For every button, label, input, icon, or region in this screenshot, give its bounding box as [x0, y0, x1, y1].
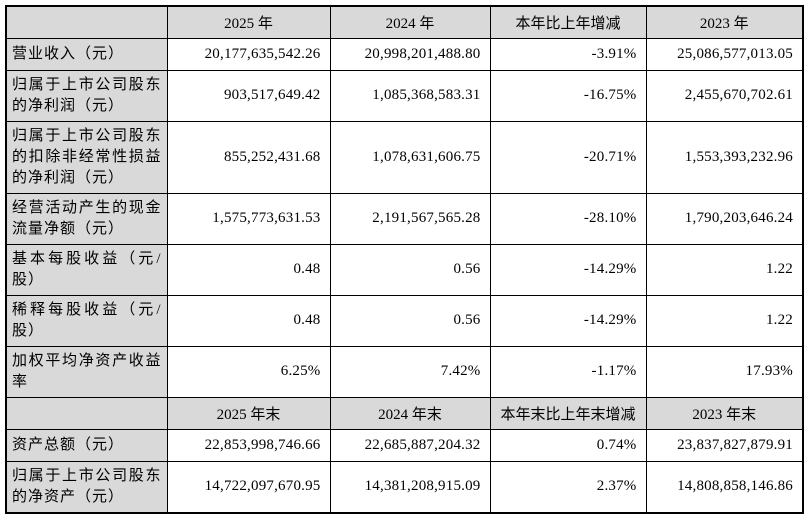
value-cell: 0.56: [329, 294, 491, 347]
value-cell: 0.74%: [489, 428, 647, 462]
table-row: 资产总额（元） 22,853,998,746.66 22,685,887,204.3…: [5, 428, 804, 462]
value-cell: -1.17%: [489, 345, 647, 398]
column-header-cell: 本年比上年增减: [489, 5, 647, 39]
financial-table-body: 2025 年 2024 年本年比上年增减 2023 年营业收入（元） 20,177,6…: [5, 5, 804, 513]
column-header-cell: 2025 年: [166, 5, 331, 39]
value-cell: 1,575,773,631.53: [166, 192, 331, 245]
value-cell: -16.75%: [489, 69, 647, 122]
value-cell: -14.29%: [489, 294, 647, 347]
document-page: 2025 年 2024 年本年比上年增减 2023 年营业收入（元） 20,177,6…: [5, 5, 804, 514]
value-cell: 1,790,203,646.24: [645, 192, 804, 245]
value-cell: -3.91%: [489, 37, 647, 71]
value-cell: 23,837,827,879.91: [645, 428, 804, 462]
value-cell: 17.93%: [645, 345, 804, 398]
value-cell: 7.42%: [329, 345, 491, 398]
column-header-cell: 2025 年末: [166, 396, 331, 430]
value-cell: -14.29%: [489, 243, 647, 296]
value-cell: 6.25%: [166, 345, 331, 398]
column-header-cell: 本年末比上年末增减: [489, 396, 647, 430]
column-header-cell: 2024 年: [329, 5, 491, 39]
value-cell: -20.71%: [489, 120, 647, 194]
value-cell: -28.10%: [489, 192, 647, 245]
corner-header-cell: [5, 396, 168, 430]
value-cell: 1.22: [645, 243, 804, 296]
table-row: 归属于上市公司股东的净利润（元） 903,517,649.42 1,085,368,…: [5, 69, 804, 122]
value-cell: 1.22: [645, 294, 804, 347]
table-row: 加权平均净资产收益率 6.25% 7.42% -1.17% 17.93%: [5, 345, 804, 398]
value-cell: 2,455,670,702.61: [645, 69, 804, 122]
value-cell: 2,191,567,565.28: [329, 192, 491, 245]
column-header-cell: 2024 年末: [329, 396, 491, 430]
value-cell: 0.48: [166, 243, 331, 296]
value-cell: 22,853,998,746.66: [166, 428, 331, 462]
row-label-cell: 归属于上市公司股东的扣除非经常性损益的净利润（元）: [5, 120, 168, 194]
table-row: 归属于上市公司股东的扣除非经常性损益的净利润（元） 855,252,431.68 1…: [5, 120, 804, 194]
value-cell: 855,252,431.68: [166, 120, 331, 194]
value-cell: 1,553,393,232.96: [645, 120, 804, 194]
row-label-cell: 稀释每股收益（元/股）: [5, 294, 168, 347]
header-row: 2025 年末 2024 年末 本年末比上年末增减 2023 年末: [5, 396, 804, 430]
row-label-cell: 基本每股收益（元/股）: [5, 243, 168, 296]
table-row: 稀释每股收益（元/股） 0.48 0.56 -14.29% 1.22: [5, 294, 804, 347]
table-row: 经营活动产生的现金流量净额（元） 1,575,773,631.53 2,191,56…: [5, 192, 804, 245]
column-header-cell: 2023 年末: [645, 396, 804, 430]
header-row: 2025 年 2024 年本年比上年增减 2023 年: [5, 5, 804, 39]
value-cell: 1,085,368,583.31: [329, 69, 491, 122]
value-cell: 20,998,201,488.80: [329, 37, 491, 71]
row-label-cell: 归属于上市公司股东的净利润（元）: [5, 69, 168, 122]
financial-summary-table: 2025 年 2024 年本年比上年增减 2023 年营业收入（元） 20,177,6…: [5, 5, 804, 514]
value-cell: 22,685,887,204.32: [329, 428, 491, 462]
row-label-cell: 资产总额（元）: [5, 428, 168, 462]
column-header-cell: 2023 年: [645, 5, 804, 39]
value-cell: 0.48: [166, 294, 331, 347]
row-label-cell: 经营活动产生的现金流量净额（元）: [5, 192, 168, 245]
value-cell: 0.56: [329, 243, 491, 296]
row-label-cell: 加权平均净资产收益率: [5, 345, 168, 398]
table-row: 营业收入（元） 20,177,635,542.26 20,998,201,488.8…: [5, 37, 804, 71]
value-cell: 25,086,577,013.05: [645, 37, 804, 71]
corner-header-cell: [5, 5, 168, 39]
value-cell: 1,078,631,606.75: [329, 120, 491, 194]
value-cell: 903,517,649.42: [166, 69, 331, 122]
table-row: 基本每股收益（元/股） 0.48 0.56 -14.29% 1.22: [5, 243, 804, 296]
value-cell: 20,177,635,542.26: [166, 37, 331, 71]
row-label-cell: 营业收入（元）: [5, 37, 168, 71]
